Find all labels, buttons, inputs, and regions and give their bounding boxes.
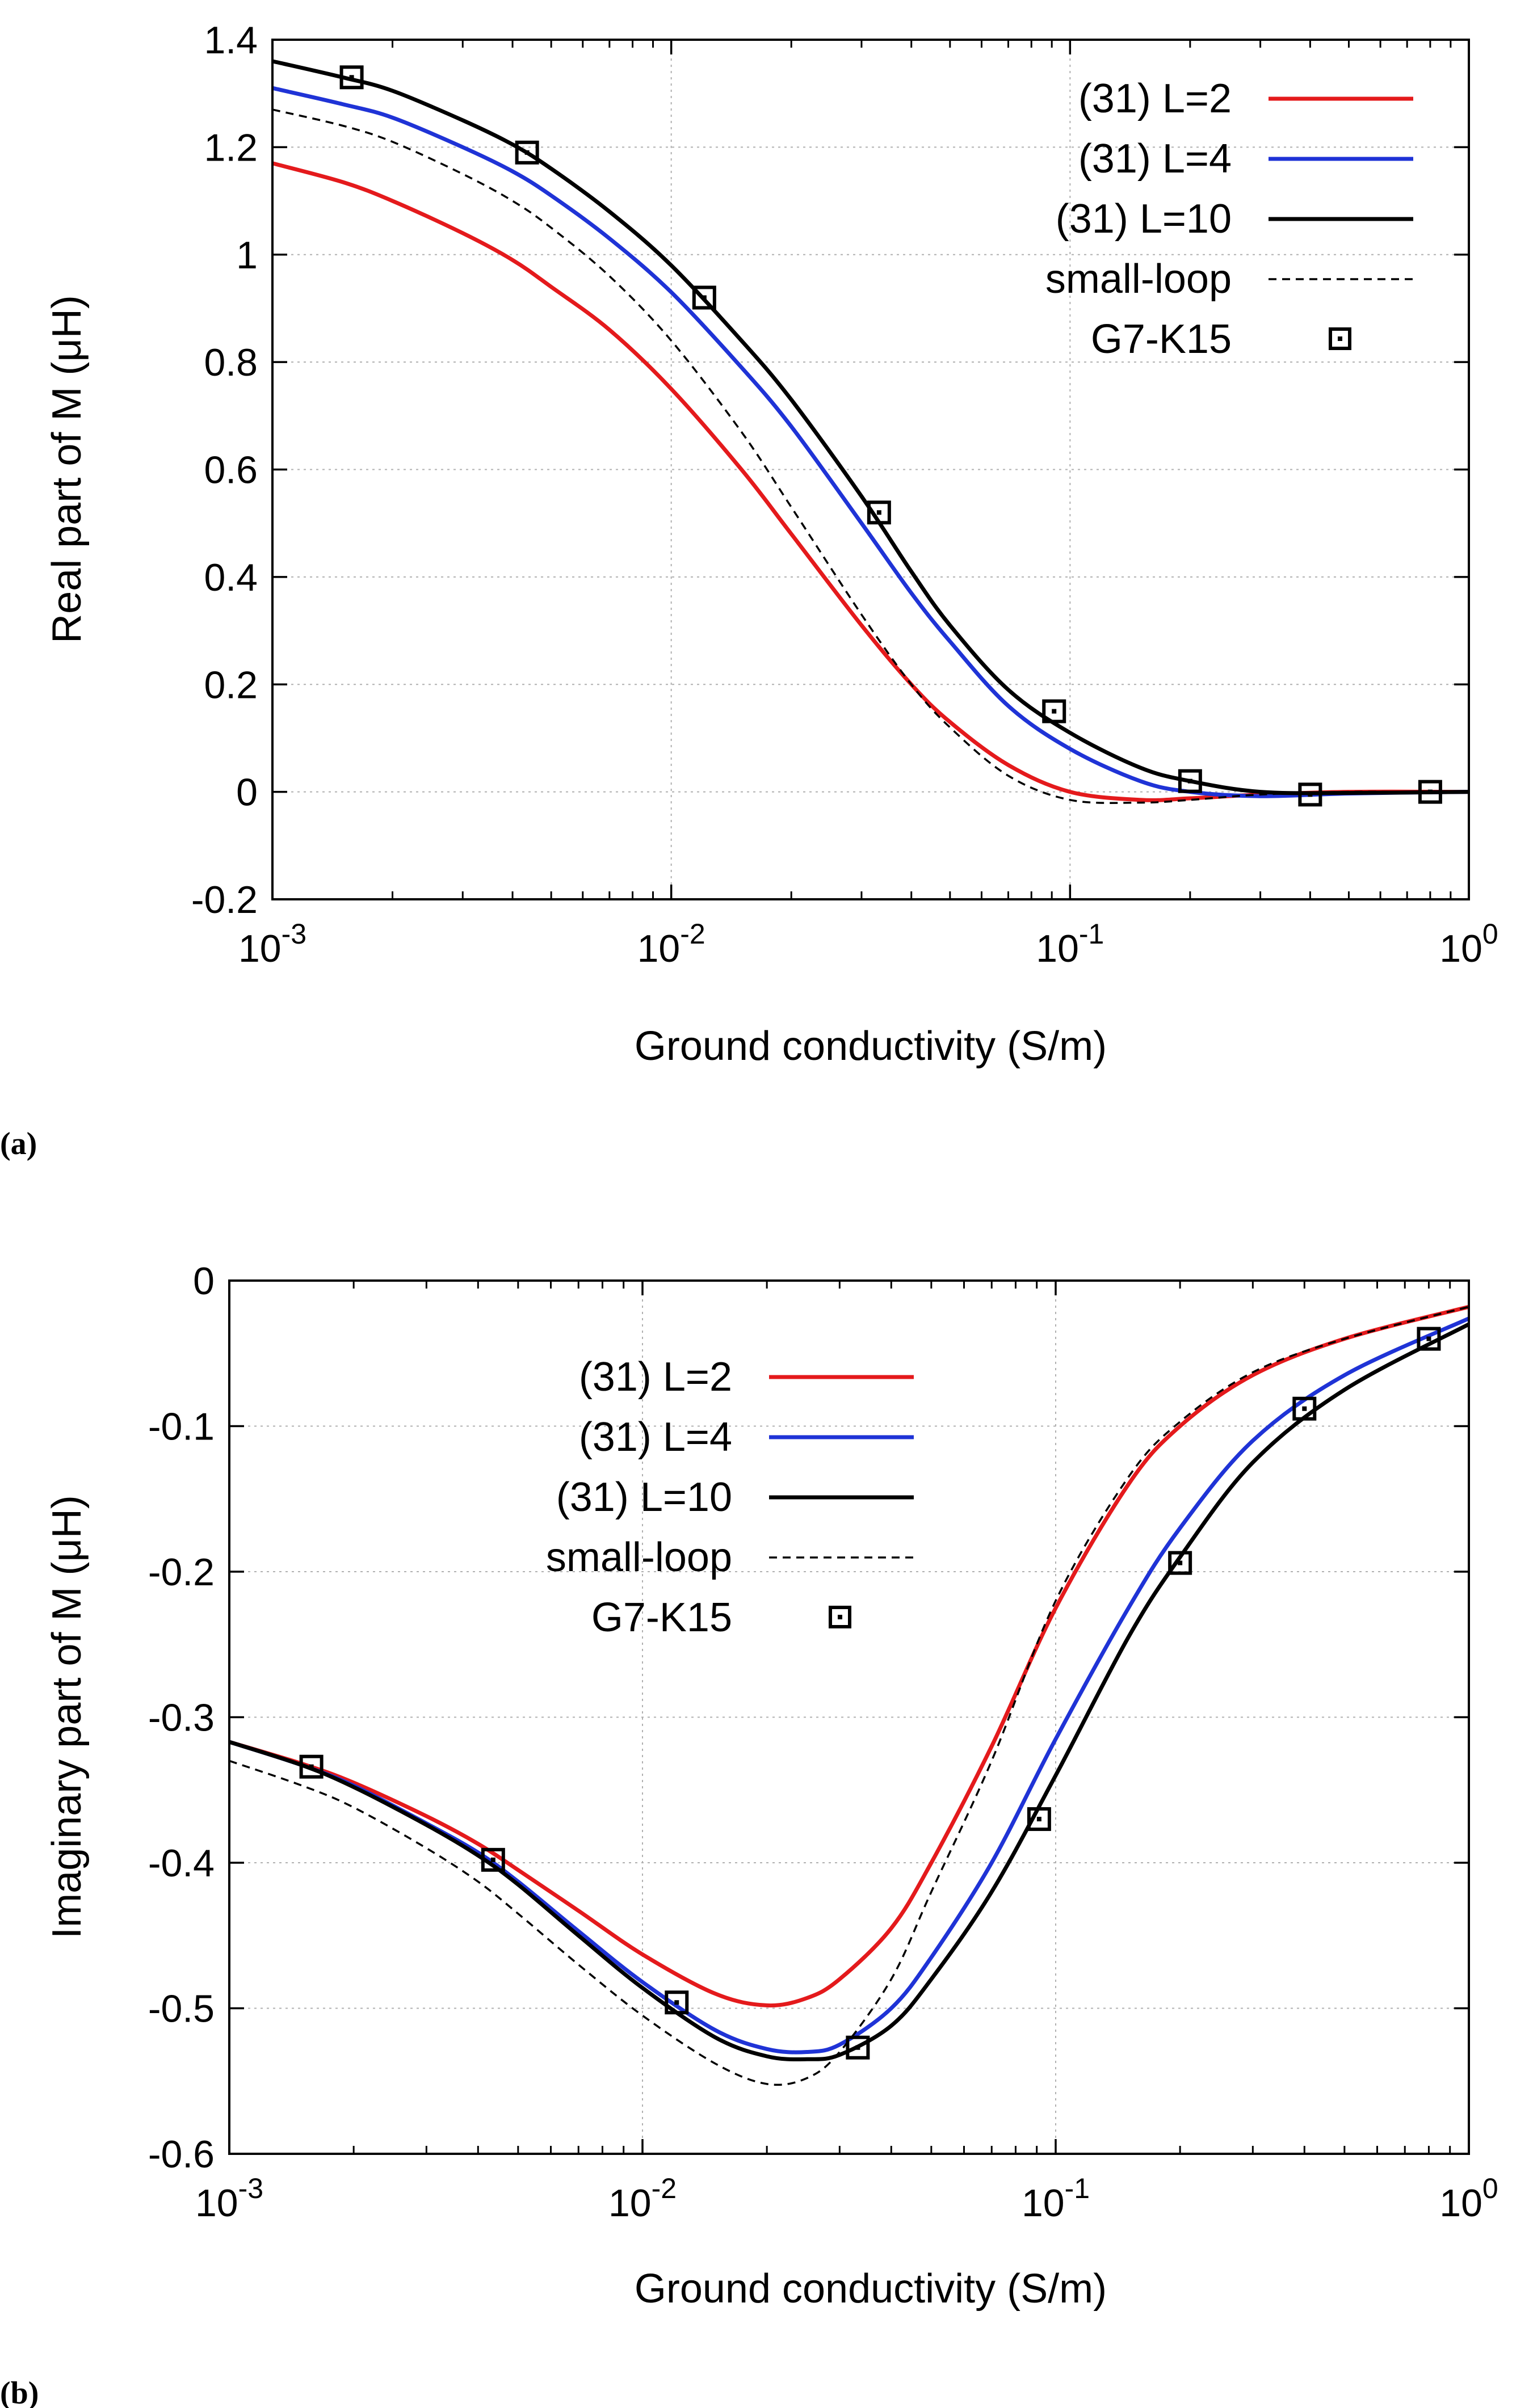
g7k15-marker — [1298, 782, 1322, 807]
x-tick-label: 100 — [1439, 2173, 1498, 2225]
legend-label-g7k15: G7-K15 — [1091, 317, 1232, 362]
y-tick-label: -0.1 — [148, 1405, 215, 1449]
legend-marker-dot-g7k15 — [1338, 336, 1342, 341]
g7k15-marker — [1178, 769, 1202, 793]
x-axis-label-b: Ground conductivity (S/m) — [635, 2266, 1107, 2312]
series-line-small-loop-a — [272, 108, 1469, 804]
grid-b — [229, 1281, 1469, 2154]
legend-label-l4: (31) L=4 — [1078, 136, 1232, 182]
g7k15-marker — [1042, 699, 1066, 723]
legend-a: (31) L=2 (31) L=4 (31) L=10 small-loop G… — [1045, 76, 1413, 362]
g7k15-marker — [1168, 1551, 1192, 1575]
y-tick-label: 0 — [193, 1260, 215, 1303]
g7k15-marker — [299, 1754, 324, 1779]
legend-marker-g7k15 — [1329, 327, 1351, 350]
g7k15-marker — [1292, 1396, 1317, 1421]
y-tick-label: -0.6 — [148, 2133, 215, 2176]
series-line-31-l-4-b — [228, 1316, 1470, 2055]
series-line-31-l-2-b — [228, 1304, 1469, 2008]
g7k15-marker — [1418, 780, 1442, 804]
g7k15-marker — [339, 65, 364, 90]
x-axis-label-a: Ground conductivity (S/m) — [635, 1024, 1107, 1069]
series-line-31-l-10-b — [228, 1322, 1470, 2062]
g7k15-marker — [692, 285, 716, 310]
y-tick-label: -0.2 — [148, 1551, 215, 1594]
g7k15-marker — [1417, 1327, 1441, 1351]
legend-marker-dot-g7k15-b — [838, 1615, 842, 1619]
legend-b: (31) L=2 (31) L=4 (31) L=10 small-loop G… — [546, 1354, 914, 1640]
panel-label-a: (a) — [0, 1126, 37, 1161]
panel-label-b: (b) — [0, 2376, 39, 2408]
x-tick-label: 10-1 — [1022, 2173, 1090, 2225]
g7k15-marker — [481, 1847, 505, 1872]
chart-panel-a: 10-3 10-2 10-1 100-0.200.20.40.60.811.21.4 … — [44, 19, 1498, 1069]
y-tick-label: 0 — [236, 771, 258, 814]
y-tick-label: 0.8 — [204, 341, 258, 384]
y-axis-label-b: Imaginary part of M (μH) — [44, 1495, 90, 1939]
curves-b — [228, 1304, 1470, 2086]
legend-label-l2: (31) L=2 — [1078, 76, 1232, 121]
y-tick-label: 1.2 — [204, 126, 258, 169]
y-tick-label: 0.4 — [204, 556, 258, 599]
ticks-b: 10-3 10-2 10-1 100 -0.6 -0.5 -0.4 -0.3 -0.2 -0.1 0 — [148, 1260, 1498, 2225]
ticks-a: 10-3 10-2 10-1 100 -0.2 0 0.2 0.4 0.6 0.8 1 1.2 1.4 — [191, 19, 1498, 970]
chart-panel-b: 10-3 10-2 10-1 100 -0.6 -0.5 -0.4 -0.3 -0.2 -0.1 0… — [44, 1260, 1498, 2312]
y-tick-label: 1.4 — [204, 19, 258, 62]
x-tick-label: 10-1 — [1036, 918, 1104, 970]
y-tick-label: 1 — [236, 234, 258, 277]
x-tick-label: 10-2 — [637, 918, 705, 970]
y-tick-label: 0.2 — [204, 663, 258, 706]
y-axis-label-a: Real part of M (μH) — [44, 295, 90, 643]
legend-label-l4-b: (31) L=4 — [579, 1415, 732, 1460]
y-tick-label: -0.4 — [148, 1842, 215, 1885]
x-tick-label: 10-3 — [238, 918, 306, 970]
g7k15-marker — [665, 1990, 689, 2015]
legend-label-small-loop-b: small-loop — [546, 1535, 732, 1580]
g7k15-marker — [846, 2035, 870, 2060]
curves-a — [272, 59, 1469, 807]
legend-label-l10: (31) L=10 — [1056, 196, 1232, 242]
legend-marker-g7k15-b — [829, 1606, 851, 1628]
y-tick-label: -0.3 — [148, 1696, 215, 1740]
series-line-31-l-2-a — [272, 161, 1469, 802]
y-tick-label: -0.5 — [148, 1988, 215, 2031]
legend-label-l10-b: (31) L=10 — [556, 1475, 732, 1520]
g7k15-marker — [515, 140, 539, 165]
x-tick-label: 100 — [1439, 918, 1498, 970]
g7k15-marker — [1027, 1807, 1051, 1832]
y-tick-label: -0.2 — [191, 878, 258, 921]
legend-label-l2-b: (31) L=2 — [579, 1354, 732, 1400]
legend-label-g7k15-b: G7-K15 — [591, 1595, 732, 1640]
legend-label-small-loop: small-loop — [1045, 256, 1232, 302]
x-tick-label: 10-3 — [195, 2173, 263, 2225]
g7k15-marker — [867, 500, 891, 525]
x-tick-label: 10-2 — [608, 2173, 677, 2225]
y-tick-label: 0.6 — [204, 449, 258, 492]
